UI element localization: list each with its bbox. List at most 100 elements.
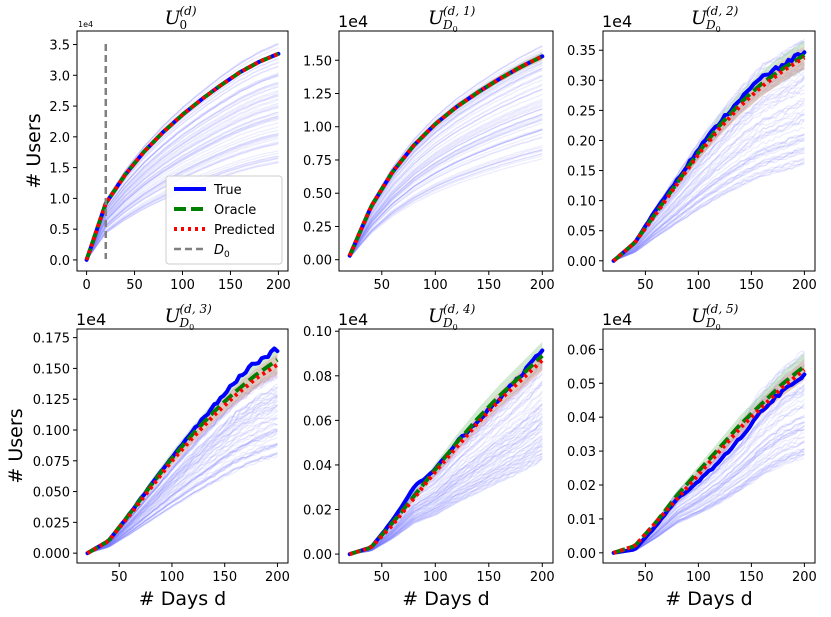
sample-line (86, 115, 279, 261)
sample-line (613, 453, 805, 554)
sample-line (86, 42, 279, 261)
x-tick-label: 150 (212, 570, 237, 585)
sample-line (349, 137, 543, 258)
sample-line (86, 104, 279, 261)
y-tick-label: 0.06 (303, 414, 332, 429)
scale-label: 1e4 (78, 20, 93, 29)
y-tick-label: 0.75 (303, 154, 332, 169)
sample-line (349, 67, 543, 257)
sample-line (349, 149, 543, 258)
sample-line (349, 75, 543, 257)
sample-line (86, 113, 279, 261)
sample-line (87, 394, 278, 554)
x-tick-label: 50 (126, 278, 143, 293)
x-tick-label: 150 (218, 278, 243, 293)
predicted-line (349, 358, 544, 557)
title-subscript: D0 (442, 316, 458, 332)
sample-line (349, 133, 543, 258)
true-line (611, 50, 807, 263)
sample-line (349, 99, 543, 257)
sample-line (87, 404, 278, 554)
sample-line (87, 443, 278, 554)
plot-area (611, 38, 807, 263)
sample-line (86, 85, 279, 261)
title-superscript: (d, 2) (706, 4, 739, 18)
sample-line (87, 455, 278, 554)
sample-line (349, 128, 543, 258)
sample-line (86, 134, 279, 261)
x-tick-label: 50 (111, 570, 128, 585)
sample-line (87, 442, 278, 554)
sample-line (613, 162, 805, 262)
sample-line (613, 108, 805, 262)
x-tick-label: 100 (686, 278, 711, 293)
sample-line (349, 145, 543, 258)
sample-line (86, 99, 279, 261)
sample-line (349, 443, 543, 555)
sample-line (87, 446, 278, 554)
sample-line (349, 118, 543, 258)
sample-line (86, 95, 279, 261)
y-tick-label: 0.04 (567, 411, 596, 426)
x-tick-label: 150 (476, 278, 501, 293)
sample-line (87, 428, 278, 554)
y-tick-label: 1.50 (303, 54, 332, 69)
sample-line (86, 93, 279, 261)
sample-line (613, 139, 805, 262)
sample-line (86, 117, 279, 261)
sample-line (613, 134, 805, 262)
sample-line (86, 95, 279, 261)
sample-line (613, 414, 805, 554)
sample-line (349, 415, 543, 555)
panel-3: 50 100 150 200 0.00 0.05 0.10 0.15 0.20 0.25 0.30 0… (567, 4, 817, 293)
sample-line (613, 454, 805, 554)
y-tick-label: 0.00 (567, 547, 596, 562)
sample-line (86, 111, 279, 261)
sample-line (349, 150, 543, 258)
sample-line (349, 88, 543, 257)
sample-line (349, 424, 543, 555)
sample-line (86, 115, 279, 261)
sample-line (86, 126, 279, 261)
sample-line (86, 94, 279, 261)
sample-line (349, 127, 543, 258)
sample-line (349, 404, 543, 555)
x-tick-label: 200 (265, 570, 290, 585)
y-tick-label: 1.00 (303, 121, 332, 136)
panel-5: 50 100 150 200 0.00 0.02 0.04 0.06 0.08 0.10 1e4 UD… (303, 302, 555, 610)
sample-line (613, 450, 805, 554)
sample-line (349, 436, 543, 555)
oracle-line (613, 364, 806, 555)
sample-line (349, 108, 543, 258)
sample-line (613, 118, 805, 262)
sample-line (613, 134, 805, 262)
scale-label: 1e4 (602, 12, 632, 31)
sample-line (613, 453, 805, 554)
sample-line (613, 447, 805, 554)
predicted-band (87, 354, 278, 554)
sample-line (87, 430, 278, 554)
oracle-band (349, 341, 543, 555)
title-superscript: (d, 5) (706, 302, 739, 316)
sample-line (613, 440, 805, 554)
title-subscript-index: 0 (716, 25, 721, 34)
sample-line (87, 453, 278, 554)
sample-trajectories (349, 45, 543, 259)
sample-line (613, 160, 805, 262)
sample-line (613, 91, 805, 262)
y-tick-label: 3.0 (49, 69, 70, 84)
sample-line (86, 129, 279, 261)
sample-line (86, 73, 279, 261)
sample-line (613, 163, 805, 262)
y-tick-label: 0.25 (303, 220, 332, 235)
sample-line (613, 442, 805, 554)
sample-line (87, 428, 278, 554)
sample-line (349, 419, 543, 555)
sample-line (613, 148, 805, 262)
sample-line (349, 114, 543, 258)
sample-line (613, 393, 805, 554)
sample-line (87, 413, 278, 554)
sample-line (613, 149, 805, 262)
x-tick-label: 150 (476, 570, 501, 585)
sample-line (613, 416, 805, 554)
